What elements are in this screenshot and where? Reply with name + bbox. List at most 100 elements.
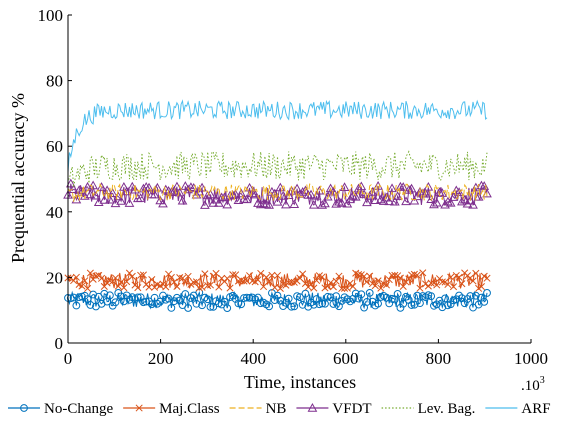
x-marker bbox=[408, 271, 416, 279]
legend-label: VFDT bbox=[332, 401, 371, 417]
triangle-marker bbox=[222, 199, 233, 209]
triangle-marker bbox=[322, 191, 333, 201]
triangle-marker bbox=[479, 181, 490, 190]
triangle-marker bbox=[107, 188, 118, 197]
x-marker bbox=[377, 284, 385, 292]
circle-marker bbox=[133, 293, 142, 302]
circle-marker bbox=[220, 297, 229, 306]
triangle-marker bbox=[141, 182, 152, 191]
triangle-marker bbox=[85, 189, 96, 199]
triangle-marker bbox=[389, 196, 400, 206]
triangle-marker bbox=[445, 197, 456, 207]
x-marker bbox=[416, 284, 424, 292]
triangle-marker bbox=[465, 195, 476, 205]
legend-item: ARF bbox=[485, 401, 551, 417]
triangle-marker bbox=[116, 196, 126, 205]
x-tick-label: 0 bbox=[64, 349, 73, 368]
x-marker bbox=[391, 271, 399, 279]
y-tick-label: 0 bbox=[55, 334, 64, 353]
triangle-marker bbox=[409, 195, 420, 205]
x-marker bbox=[137, 271, 145, 279]
triangle-marker bbox=[177, 195, 188, 205]
x-marker bbox=[139, 271, 147, 279]
x-marker bbox=[240, 277, 248, 285]
x-marker bbox=[106, 277, 114, 285]
x-marker bbox=[313, 276, 321, 285]
circle-marker bbox=[223, 304, 232, 312]
x-marker bbox=[329, 283, 337, 291]
circle-marker bbox=[284, 294, 293, 303]
triangle-marker bbox=[362, 197, 372, 207]
triangle-marker bbox=[264, 199, 274, 209]
triangle-marker bbox=[183, 184, 193, 194]
x-axis-title: Time, instances bbox=[244, 372, 356, 392]
triangle-marker bbox=[426, 194, 436, 204]
triangle-marker bbox=[308, 199, 319, 209]
x-marker bbox=[123, 278, 131, 286]
triangle-marker bbox=[392, 191, 403, 200]
triangle-marker bbox=[149, 189, 160, 199]
triangle-marker bbox=[325, 183, 336, 193]
x-marker bbox=[176, 274, 184, 282]
x-marker bbox=[111, 274, 120, 282]
circle-marker bbox=[427, 292, 436, 301]
circle-marker bbox=[477, 293, 486, 302]
circle-marker bbox=[295, 293, 304, 302]
triangle-marker bbox=[244, 182, 255, 192]
circle-marker bbox=[357, 290, 366, 299]
x-marker bbox=[170, 278, 178, 286]
x-axis-scale-label: .103 bbox=[521, 375, 545, 394]
x-marker bbox=[335, 272, 343, 280]
triangle-marker bbox=[448, 192, 459, 201]
triangle-marker bbox=[367, 187, 378, 196]
x-marker bbox=[327, 279, 335, 287]
circle-marker bbox=[75, 293, 84, 301]
series-arf bbox=[67, 99, 488, 173]
circle-marker bbox=[393, 289, 402, 298]
triangle-marker bbox=[401, 196, 411, 206]
triangle-marker bbox=[200, 200, 210, 209]
circle-marker bbox=[483, 289, 491, 297]
x-marker bbox=[472, 269, 480, 277]
circle-marker bbox=[471, 291, 480, 300]
circle-marker bbox=[323, 292, 332, 301]
circle-marker bbox=[365, 288, 374, 297]
triangle-marker bbox=[105, 194, 115, 204]
circle-marker bbox=[298, 300, 307, 309]
series-nb bbox=[67, 182, 488, 202]
triangle-marker bbox=[429, 199, 439, 209]
x-marker bbox=[162, 283, 170, 291]
legend-label: Maj.Class bbox=[159, 401, 220, 417]
circle-marker bbox=[217, 300, 226, 309]
circle-marker bbox=[206, 302, 215, 311]
x-marker bbox=[310, 284, 318, 292]
circle-marker bbox=[466, 292, 475, 300]
x-marker bbox=[114, 282, 122, 290]
legend-label: NB bbox=[266, 401, 287, 417]
x-marker bbox=[204, 282, 212, 290]
x-marker bbox=[195, 284, 203, 292]
triangle-marker bbox=[306, 189, 316, 199]
x-marker bbox=[97, 274, 106, 282]
circle-marker bbox=[195, 288, 204, 297]
circle-marker bbox=[187, 294, 195, 302]
x-marker bbox=[458, 280, 466, 288]
circle-marker bbox=[413, 291, 422, 300]
x-marker bbox=[438, 278, 446, 286]
triangle-marker bbox=[281, 199, 291, 209]
triangle-marker bbox=[289, 199, 300, 208]
circle-marker bbox=[399, 299, 408, 308]
series-maj-class bbox=[64, 269, 491, 293]
x-marker bbox=[469, 277, 477, 285]
circle-marker bbox=[198, 301, 206, 310]
circle-marker bbox=[173, 293, 181, 302]
x-marker bbox=[167, 273, 175, 282]
triangle-marker bbox=[406, 183, 417, 193]
triangle-marker bbox=[261, 199, 272, 208]
y-tick-label: 20 bbox=[46, 268, 63, 287]
x-marker bbox=[259, 283, 268, 291]
circle-marker bbox=[69, 293, 78, 302]
x-marker bbox=[444, 280, 452, 289]
x-marker bbox=[477, 283, 485, 291]
